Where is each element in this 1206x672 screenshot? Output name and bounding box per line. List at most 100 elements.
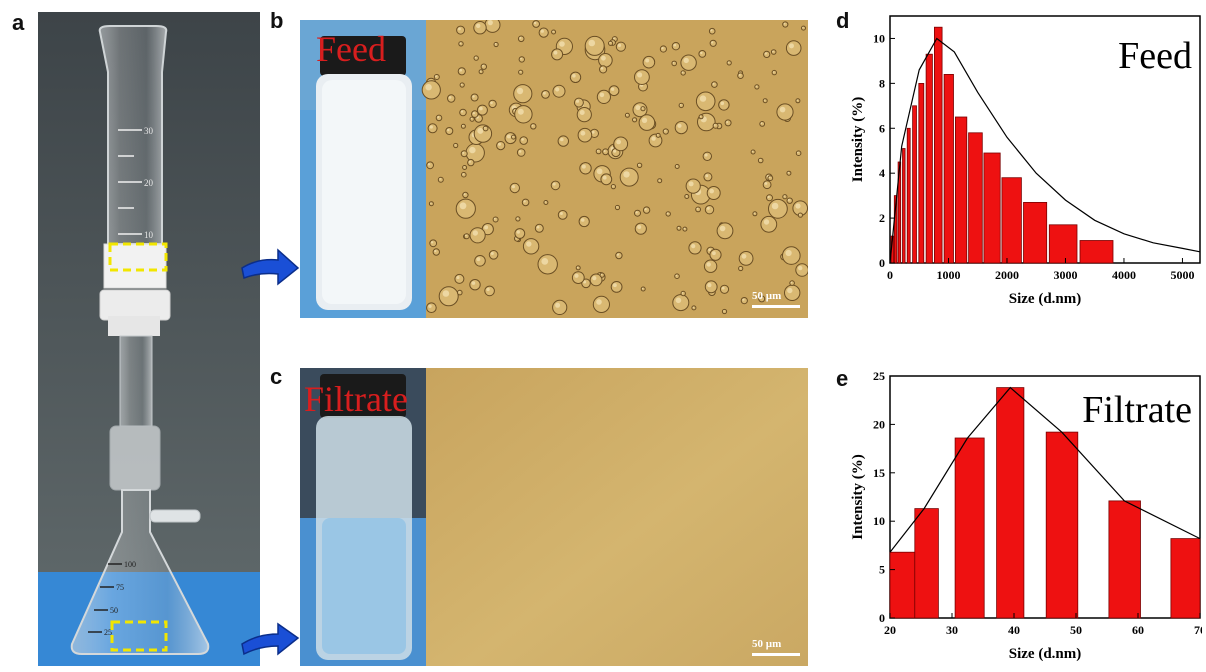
droplet: [695, 206, 702, 213]
droplet-highlight: [516, 87, 524, 95]
droplet: [782, 21, 789, 28]
droplet: [619, 167, 639, 187]
droplet: [766, 194, 773, 202]
droplet-highlight: [581, 164, 586, 169]
droplet-highlight: [559, 212, 563, 215]
droplet: [724, 119, 732, 127]
droplet-highlight: [506, 134, 511, 139]
droplet-highlight: [459, 202, 467, 210]
droplet-highlight: [616, 206, 618, 208]
bar-14: [1023, 201, 1048, 264]
droplet: [551, 48, 564, 61]
droplet-highlight: [763, 99, 766, 101]
droplet-highlight: [612, 185, 614, 187]
y-axis-label: Intensity (%): [850, 454, 866, 539]
x-tick-label-3: 50: [1070, 623, 1082, 637]
droplet: [584, 35, 605, 56]
droplet: [636, 162, 643, 169]
droplet-highlight: [656, 134, 659, 136]
droplet: [614, 204, 621, 211]
droplet: [703, 172, 713, 182]
droplet-highlight: [603, 150, 606, 152]
droplet: [557, 135, 569, 147]
droplet-highlight: [617, 43, 622, 47]
droplet: [488, 99, 497, 109]
droplet: [575, 265, 581, 271]
droplet-highlight: [462, 151, 465, 154]
droplet: [471, 110, 479, 118]
droplet-highlight: [463, 166, 465, 168]
droplet-highlight: [476, 23, 481, 28]
droplet: [459, 82, 465, 88]
y-tick-label-4: 8: [879, 76, 885, 90]
droplet-highlight: [555, 87, 560, 92]
droplet-highlight: [597, 149, 599, 152]
droplet: [688, 241, 702, 255]
droplet-highlight: [610, 87, 615, 91]
droplet: [795, 150, 802, 156]
y-tick-label-1: 2: [879, 211, 885, 225]
droplet-highlight: [541, 258, 549, 265]
droplet-highlight: [490, 252, 494, 255]
droplet: [684, 194, 690, 199]
droplet-highlight: [763, 219, 770, 225]
droplet-highlight: [799, 213, 801, 216]
droplet: [576, 107, 592, 123]
droplet-highlight: [462, 173, 464, 175]
droplet-highlight: [520, 57, 522, 60]
droplet-highlight: [764, 182, 768, 185]
droplet-highlight: [709, 188, 714, 194]
droplet-highlight: [469, 146, 476, 154]
droplet: [459, 108, 467, 117]
droplet: [519, 136, 528, 145]
droplet: [712, 122, 719, 129]
droplet: [708, 27, 716, 35]
droplet: [469, 227, 486, 244]
droplet-highlight: [516, 230, 520, 234]
droplet-highlight: [479, 106, 483, 111]
droplet-highlight: [462, 125, 464, 127]
droplet-highlight: [677, 123, 682, 128]
droplet: [702, 151, 712, 162]
panel-letter-e: e: [836, 366, 849, 391]
droplet: [672, 294, 690, 312]
droplet: [698, 50, 707, 58]
flask-mark-75: 75: [116, 583, 124, 592]
bar-3: [902, 148, 906, 264]
droplet: [678, 102, 684, 109]
droplet-highlight: [531, 124, 534, 127]
x-tick-label-2: 40: [1008, 623, 1020, 637]
droplet-highlight: [797, 151, 799, 154]
droplet-highlight: [555, 302, 561, 308]
droplet: [578, 215, 590, 228]
droplet-highlight: [471, 281, 476, 285]
bar-11: [968, 132, 983, 264]
droplet: [455, 198, 476, 219]
droplet: [537, 254, 558, 275]
droplet: [682, 226, 688, 232]
fit-curve: [889, 37, 1201, 264]
droplet-highlight: [692, 306, 694, 308]
droplet: [543, 200, 549, 205]
droplet-highlight: [723, 310, 725, 312]
droplet-highlight: [437, 116, 440, 118]
droplet: [514, 105, 533, 124]
droplet-highlight: [713, 124, 716, 126]
droplet: [740, 297, 748, 305]
droplet-highlight: [751, 150, 754, 152]
droplet-highlight: [677, 227, 680, 229]
droplet: [782, 246, 801, 265]
droplet: [557, 210, 568, 220]
bar-0: [889, 551, 916, 619]
filtrate-micrograph: [426, 368, 808, 666]
droplet-highlight: [572, 74, 576, 78]
flask-mark-25: 25: [104, 628, 112, 637]
droplet-highlight: [685, 195, 687, 197]
droplet-highlight: [772, 71, 775, 73]
bar-5: [1108, 500, 1141, 619]
panel-letter-d: d: [836, 8, 850, 33]
droplet-highlight: [442, 290, 450, 297]
bar-8: [934, 26, 943, 264]
droplet: [703, 259, 718, 273]
cylinder-mark-30: 30: [144, 126, 154, 136]
